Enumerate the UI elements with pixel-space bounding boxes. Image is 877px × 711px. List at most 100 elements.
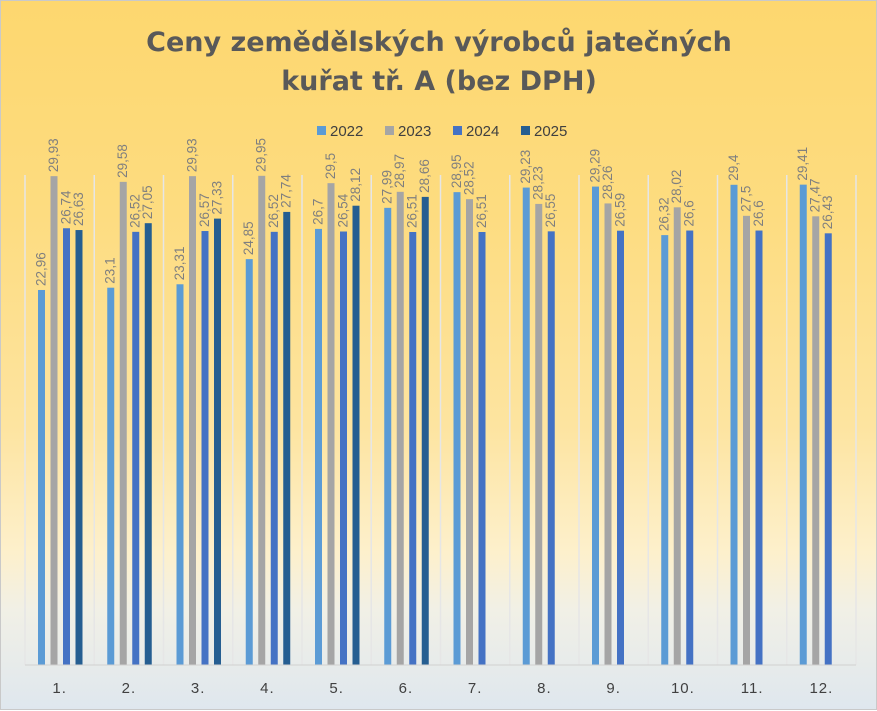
- data-label-2023-5: 29,5: [323, 153, 338, 179]
- bar-2023-11: [743, 215, 750, 666]
- data-label-2025-1: 26,63: [71, 192, 86, 226]
- chart-title: Ceny zemědělských výrobců jatečných kuřa…: [146, 27, 732, 97]
- bar-2024-5: [340, 231, 347, 665]
- data-label-2025-6: 28,66: [417, 159, 432, 193]
- bar-2022-9: [592, 186, 599, 665]
- bar-2022-11: [730, 184, 738, 666]
- legend-label-2022: 2022: [330, 123, 363, 140]
- bar-2023-3: [189, 176, 196, 666]
- bar-2022-12: [799, 184, 807, 666]
- data-label-2022-5: 26,7: [311, 199, 326, 225]
- data-label-2022-8: 29,23: [518, 150, 533, 184]
- chart-title-line-2: kuřat tř. A (bez DPH): [281, 66, 597, 97]
- data-label-2023-10: 28,02: [669, 170, 684, 204]
- data-label-2024-12: 26,43: [820, 196, 835, 230]
- bar-2025-2: [144, 223, 152, 665]
- data-label-2024-8: 26,55: [543, 194, 558, 228]
- bar-2023-12: [812, 216, 820, 665]
- x-tick-label: 8.: [537, 680, 552, 697]
- bar-2024-2: [132, 231, 140, 665]
- legend-swatch-2023: [385, 126, 394, 135]
- bar-2023-5: [327, 183, 335, 665]
- x-tick-label: 7.: [468, 680, 483, 697]
- x-tick-label: 2.: [122, 680, 137, 697]
- data-label-2023-11: 27,5: [739, 186, 754, 212]
- bar-2023-2: [119, 181, 127, 666]
- data-label-2023-2: 29,58: [115, 144, 130, 178]
- bar-2022-8: [522, 187, 530, 665]
- data-label-2024-11: 26,6: [751, 200, 766, 226]
- legend-label-2025: 2025: [534, 123, 567, 140]
- chart-title-line-1: Ceny zemědělských výrobců jatečných: [146, 27, 732, 58]
- bar-2023-7: [466, 199, 473, 665]
- data-label-2022-10: 26,32: [657, 197, 672, 231]
- data-label-2023-4: 29,95: [254, 138, 269, 172]
- data-label-2024-2: 26,52: [128, 194, 143, 228]
- data-label-2023-12: 27,47: [808, 179, 823, 213]
- data-label-2025-2: 27,05: [140, 185, 155, 219]
- bar-2024-8: [547, 231, 555, 665]
- bar-2025-6: [421, 196, 429, 666]
- x-tick-label: 5.: [329, 680, 344, 697]
- chart-legend: 2022 2023 2024 2025: [317, 123, 567, 140]
- bar-2023-4: [258, 175, 266, 666]
- data-label-2024-1: 26,74: [59, 190, 74, 224]
- data-label-2022-2: 23,1: [103, 257, 118, 283]
- data-label-2022-6: 27,99: [380, 170, 395, 204]
- bar-2023-10: [673, 207, 681, 665]
- x-tick-label: 10.: [671, 680, 695, 697]
- data-label-2022-7: 28,95: [449, 154, 464, 188]
- bar-2024-11: [755, 230, 763, 666]
- bar-2022-5: [315, 228, 322, 665]
- x-tick-label: 1.: [52, 680, 67, 697]
- legend-swatch-2025: [521, 126, 530, 135]
- data-label-2025-3: 27,33: [210, 181, 225, 215]
- bar-2024-12: [824, 233, 832, 665]
- data-label-2023-9: 28,26: [600, 166, 615, 200]
- data-label-2024-4: 26,52: [266, 194, 281, 228]
- data-label-2023-3: 29,93: [185, 138, 200, 172]
- data-label-2024-6: 26,51: [405, 194, 420, 228]
- bar-2025-5: [352, 205, 360, 665]
- bar-2023-8: [535, 203, 543, 665]
- data-label-2022-1: 22,96: [34, 252, 49, 286]
- bar-2025-3: [214, 218, 221, 666]
- data-label-2022-3: 23,31: [172, 246, 187, 280]
- data-label-2022-11: 29,4: [726, 154, 741, 181]
- bar-2024-9: [617, 230, 624, 666]
- bar-2022-1: [38, 289, 45, 665]
- data-label-2024-7: 26,51: [474, 194, 489, 228]
- bar-2024-1: [63, 228, 70, 665]
- bar-2024-4: [270, 231, 278, 665]
- data-label-2022-4: 24,85: [241, 221, 256, 255]
- bar-2022-3: [176, 284, 184, 665]
- chart-gridlines: [24, 175, 857, 665]
- bar-2024-6: [409, 232, 417, 665]
- x-tick-label: 4.: [260, 680, 275, 697]
- data-label-2024-3: 26,57: [197, 193, 212, 227]
- bar-2023-6: [396, 191, 404, 665]
- bar-2025-4: [283, 211, 291, 665]
- bar-2022-7: [453, 192, 461, 665]
- x-tick-label: 3.: [191, 680, 206, 697]
- legend-swatch-2024: [453, 126, 462, 135]
- chart-data-labels: 22,9629,9326,7426,6323,129,5826,5227,052…: [34, 138, 836, 286]
- bar-2022-2: [107, 287, 115, 665]
- legend-label-2024: 2024: [466, 123, 499, 140]
- bar-2022-10: [661, 235, 669, 665]
- x-tick-label: 6.: [399, 680, 414, 697]
- bar-2022-4: [245, 259, 253, 665]
- data-label-2022-9: 29,29: [588, 149, 603, 183]
- data-label-2023-1: 29,93: [46, 138, 61, 172]
- x-tick-label: 11.: [741, 680, 764, 697]
- bar-2023-1: [50, 176, 58, 666]
- legend-swatch-2022: [317, 126, 326, 135]
- chart-x-axis: 1. 2. 3. 4. 5. 6. 7. 8. 9. 10. 11. 12.: [25, 664, 856, 697]
- data-label-2022-12: 29,41: [795, 147, 810, 181]
- x-tick-label: 9.: [606, 680, 621, 697]
- data-label-2025-4: 27,74: [279, 174, 294, 208]
- chart-bars: [38, 175, 832, 666]
- data-label-2024-9: 26,59: [613, 193, 628, 227]
